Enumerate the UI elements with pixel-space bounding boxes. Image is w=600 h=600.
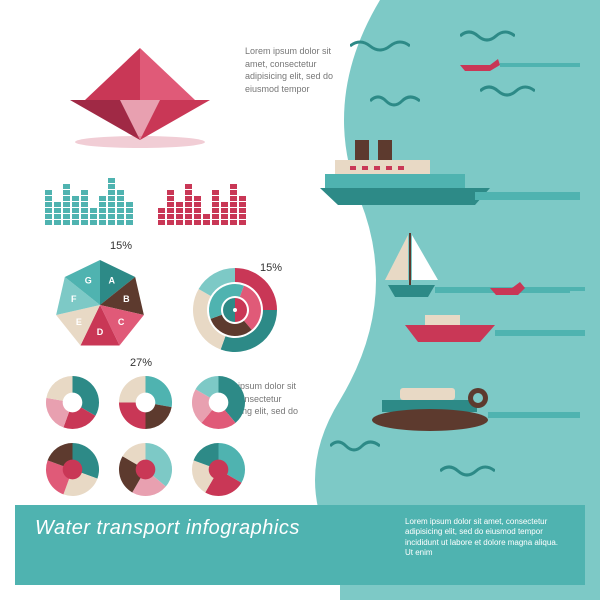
bar-chart-1 <box>45 175 133 225</box>
donut-chart <box>191 442 246 497</box>
svg-text:A: A <box>108 276 115 286</box>
donut-chart <box>45 442 100 497</box>
bar-charts <box>45 175 246 225</box>
hovercraft-icon <box>370 380 580 435</box>
cruise-ship-icon <box>320 130 580 210</box>
ring-chart <box>185 260 285 365</box>
ring-pct: 15% <box>260 262 282 274</box>
svg-text:F: F <box>71 294 77 304</box>
wave-icon <box>440 465 495 477</box>
hex-top-pct: 15% <box>110 240 132 252</box>
svg-text:G: G <box>85 276 92 286</box>
infographic-canvas: Lorem ipsum dolor sit amet, consectetur … <box>0 0 600 600</box>
wave-icon <box>460 30 515 42</box>
wave-icon <box>330 440 380 452</box>
svg-text:D: D <box>97 327 104 337</box>
wave-icon <box>480 85 535 97</box>
yacht-icon <box>400 310 585 350</box>
donut-chart <box>118 442 173 497</box>
speedboat-icon <box>460 55 580 73</box>
donut-chart <box>118 375 173 430</box>
svg-text:B: B <box>123 294 130 304</box>
motorboat-icon <box>490 280 585 298</box>
footer-text: Lorem ipsum dolor sit amet, consectetur … <box>405 517 565 559</box>
svg-text:C: C <box>118 317 125 327</box>
wave-icon <box>370 95 420 107</box>
donut-chart <box>191 375 246 430</box>
bar-chart-2 <box>158 175 246 225</box>
footer-band: Water transport infographics Lorem ipsum… <box>15 505 585 585</box>
intro-text: Lorem ipsum dolor sit amet, consectetur … <box>245 45 355 95</box>
donut-chart <box>45 375 100 430</box>
hex-bot-pct: 27% <box>130 357 152 369</box>
svg-text:E: E <box>76 317 82 327</box>
wave-icon <box>350 40 410 52</box>
hexagon-pie-chart: AB C D E FG <box>45 255 160 365</box>
donut-grid <box>45 375 246 497</box>
paper-boat-icon <box>50 40 230 150</box>
